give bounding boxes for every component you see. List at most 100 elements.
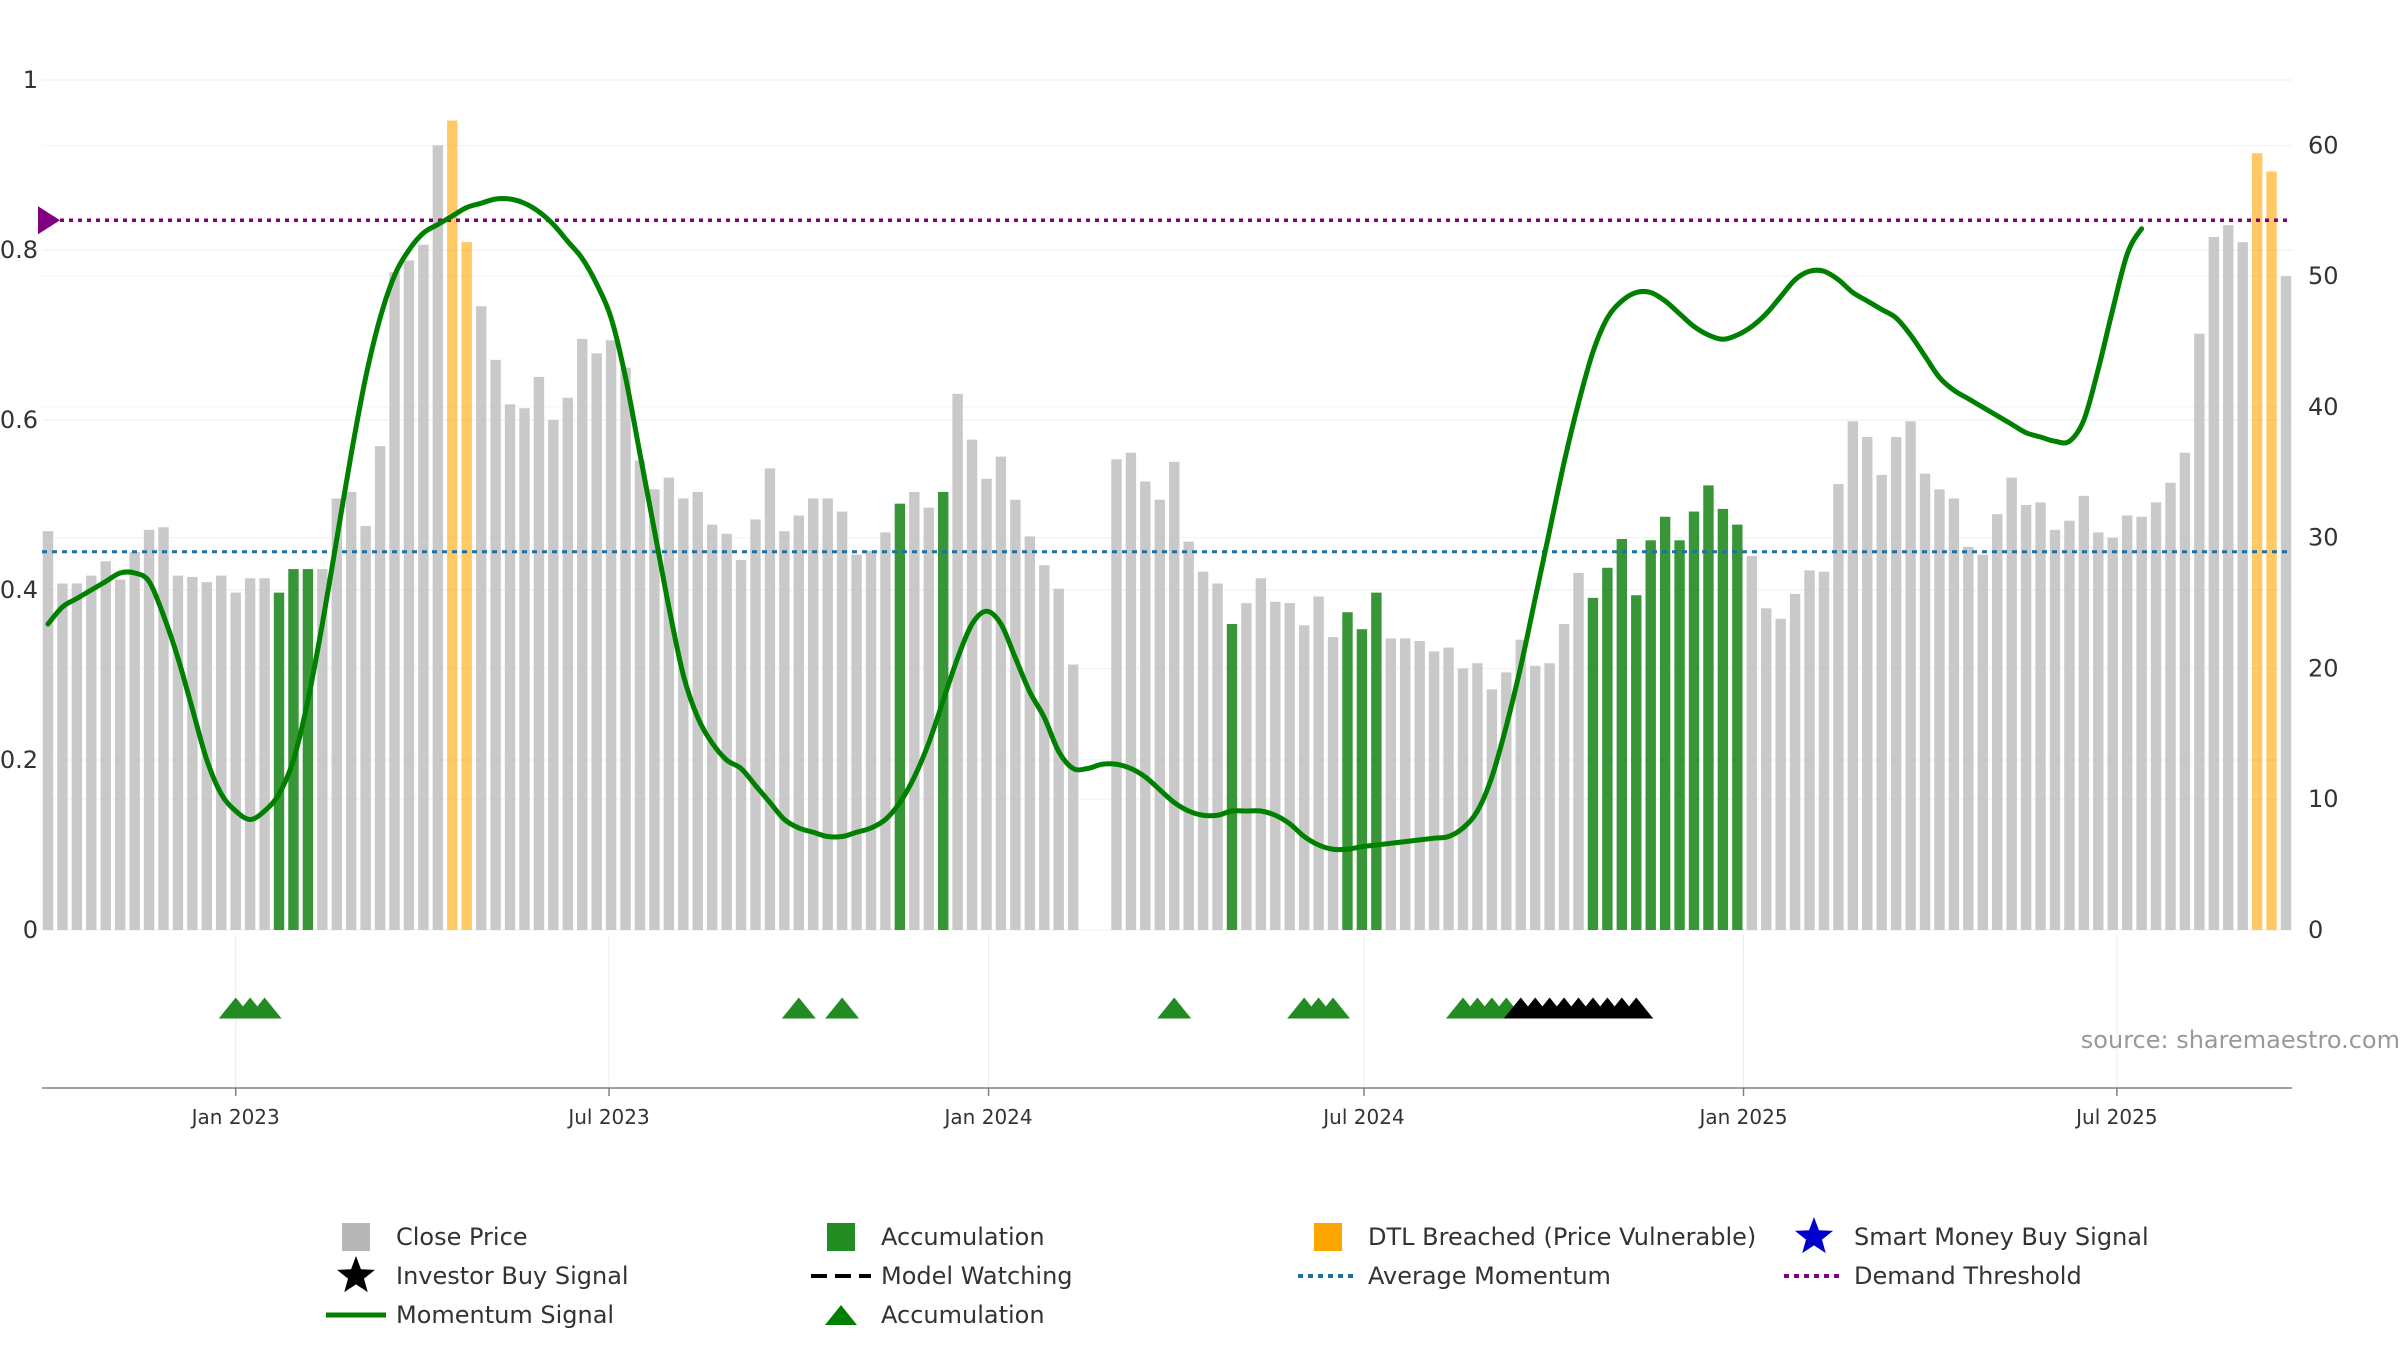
price-bar [1154,499,1165,930]
price-bar [1948,498,1960,930]
price-bar [1053,588,1064,930]
y-right-tick-label: 20 [2308,654,2339,682]
price-bar [2093,532,2104,930]
x-tick-label: Jul 2025 [2074,1105,2157,1129]
price-bar [2237,242,2248,931]
price-bar [1414,641,1425,930]
price-bar [1934,489,1945,930]
price-bar [1284,603,1295,930]
legend-item-close-price: Close Price [342,1223,528,1251]
legend-label: Demand Threshold [1854,1262,2082,1290]
accumulation-bar [1356,629,1368,930]
price-bar [1544,663,1555,930]
price-bar [1746,556,1757,930]
accumulation-marker [1157,997,1192,1019]
y-right-tick-label: 0 [2308,916,2323,944]
y-left-tick-label: 0 [23,916,38,944]
price-bar [721,533,732,930]
legend: Close Price Investor Buy Signal Momentum S… [326,1217,2149,1329]
legend-item-investor-buy: Investor Buy Signal [336,1256,629,1293]
accumulation-bar [1703,485,1714,930]
accumulation-bar [1587,597,1599,930]
price-bar [1573,573,1584,930]
price-bar [519,408,530,930]
momentum-series [45,195,2145,853]
price-bar [1977,554,1988,930]
price-bar [995,456,1007,930]
x-tick-label: Jul 2023 [566,1105,649,1129]
dtl-breached-bar [447,120,458,931]
price-bar [605,340,617,930]
price-bar [1804,570,1815,930]
dtl-breached-bar [2266,171,2277,931]
price-bar [2035,502,2046,930]
price-bar [389,272,400,930]
dtl-breached-bar [2251,153,2263,930]
price-bar [808,498,819,930]
legend-item-momentum: Momentum Signal [326,1301,614,1329]
price-bar [1992,514,2003,930]
reference-lines [38,206,2292,554]
accumulation-bar [894,503,906,930]
legend-item-dtl: DTL Breached (Price Vulnerable) [1314,1223,1756,1251]
price-bar [2208,236,2220,930]
price-bar [634,460,646,930]
x-tick-label: Jan 2024 [943,1105,1033,1129]
price-bar [591,353,602,930]
price-bar [1298,625,1310,930]
price-bar [909,491,920,930]
price-bar [1833,484,1844,930]
price-bar [504,404,516,930]
legend-triangle-icon [825,1305,857,1325]
legend-item-accumulation: Accumulation [827,1223,1045,1251]
price-bar [57,583,68,930]
price-bar [663,477,675,930]
price-bar [1313,596,1324,930]
price-bar [649,489,660,930]
price-bar [1789,593,1801,930]
y-left-tick-label: 0.4 [0,576,38,604]
price-bar [2121,515,2133,930]
price-bar [1024,536,1036,930]
accumulation-bar [1674,540,1685,930]
price-bar [2150,502,2162,930]
price-bar [158,527,169,930]
price-bar [966,439,978,930]
price-bar [1775,618,1786,930]
price-bar [1890,437,1902,930]
price-bar [2280,276,2292,931]
legend-swatch [827,1223,855,1251]
price-bar [923,507,934,930]
price-bar [678,498,689,930]
price-bar [1400,638,1411,930]
price-bar [244,578,256,930]
price-bar [1818,571,1830,930]
legend-item-model-watching: Model Watching [811,1262,1073,1290]
price-bar [562,397,573,930]
price-bar [764,468,776,930]
price-bar [1558,624,1570,930]
investor-buy-marker [1619,997,1654,1019]
price-bar [750,519,761,930]
legend-label: Investor Buy Signal [396,1262,629,1290]
price-bar [2107,537,2118,930]
x-tick-label: Jan 2023 [190,1105,280,1129]
price-bar [2223,225,2234,931]
price-bar [1241,603,1252,930]
price-bar [1067,664,1079,930]
accumulation-bar [288,569,299,930]
price-bars [42,120,2292,931]
price-bar [114,579,126,930]
y-right-tick-label: 30 [2308,524,2339,552]
price-bar [1428,651,1440,930]
price-bar [331,498,342,930]
legend-item-smart-money: Smart Money Buy Signal [1794,1217,2149,1254]
legend-label: Accumulation [881,1301,1045,1329]
price-bar [1963,546,1974,930]
legend-label: Smart Money Buy Signal [1854,1223,2149,1251]
legend-item-demand-threshold: Demand Threshold [1784,1262,2082,1290]
price-bar [1385,638,1396,930]
momentum-signal-line [45,195,2145,853]
price-bar [1111,459,1122,930]
accumulation-bar [302,569,314,930]
